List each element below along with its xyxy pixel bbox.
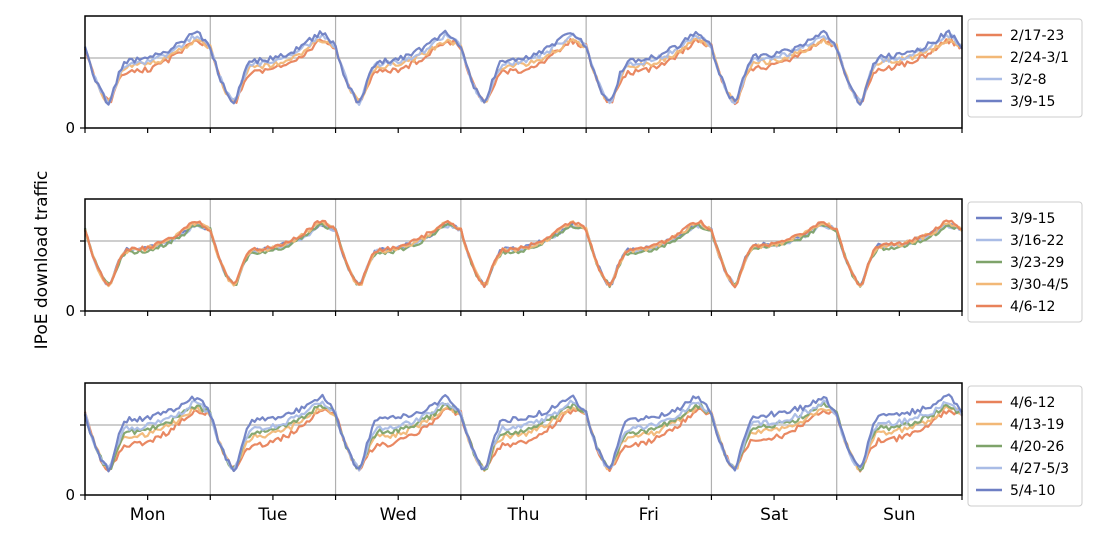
legend-label: 4/6-12: [1010, 299, 1055, 315]
legend-label: 4/27-5/3: [1010, 461, 1069, 477]
y-tick-label: 0: [65, 486, 75, 504]
legend-label: 2/17-23: [1010, 28, 1064, 44]
x-tick-label: Wed: [380, 505, 417, 525]
legend-label: 3/16-22: [1010, 233, 1064, 249]
legend-label: 3/30-4/5: [1010, 277, 1069, 293]
legend-label: 4/20-26: [1010, 439, 1064, 455]
panel-1: 0 2/17-23 2/24-3/1 3/2-8 3/9-15: [65, 15, 1083, 137]
legend-box: [967, 385, 1083, 507]
y-tick-label: 0: [65, 302, 75, 320]
x-tick-label: Thu: [507, 505, 540, 525]
panel-2: 0 3/9-15 3/16-22 3/23-29 3/30-4/5 4/6-12: [65, 198, 1083, 323]
legend-box: [967, 201, 1083, 323]
panels-group: 0 2/17-23 2/24-3/1 3/2-8 3/9-15 0 3/9-15 3/16-2…: [65, 15, 1083, 507]
legend-label: 3/23-29: [1010, 255, 1064, 271]
series-line-3-16-22: [83, 223, 963, 289]
series-line-3-9-15: [83, 29, 963, 106]
series-line-5-4-10: [83, 393, 963, 473]
series-line-4-6-12: [83, 219, 963, 289]
x-tick-label: Sat: [760, 505, 788, 525]
x-tick-label: Tue: [257, 505, 287, 525]
x-tick-label: Fri: [639, 505, 659, 525]
legend-label: 3/9-15: [1010, 94, 1055, 110]
legend-panel-1: 2/17-23 2/24-3/1 3/2-8 3/9-15: [967, 18, 1083, 118]
panel-3: 0 4/6-12 4/13-19 4/20-26 4/27-5/3 5/4-10: [65, 382, 1083, 507]
y-axis-label: IPoE download traffic: [32, 171, 52, 350]
legend-label: 4/13-19: [1010, 417, 1064, 433]
legend-box: [967, 18, 1083, 118]
legend-label: 2/24-3/1: [1010, 50, 1069, 66]
y-tick-label: 0: [65, 119, 75, 137]
x-axis-day-labels: Mon Tue Wed Thu Fri Sat Sun: [130, 505, 916, 525]
legend-label: 3/9-15: [1010, 211, 1055, 227]
legend-panel-3: 4/6-12 4/13-19 4/20-26 4/27-5/3 5/4-10: [967, 385, 1083, 507]
legend-label: 4/6-12: [1010, 395, 1055, 411]
series-line-3-30-4-5: [83, 220, 963, 289]
legend-label: 3/2-8: [1010, 72, 1047, 88]
legend-panel-2: 3/9-15 3/16-22 3/23-29 3/30-4/5 4/6-12: [967, 201, 1083, 323]
x-tick-label: Mon: [130, 505, 166, 525]
legend-label: 5/4-10: [1010, 483, 1055, 499]
x-tick-label: Sun: [883, 505, 915, 525]
